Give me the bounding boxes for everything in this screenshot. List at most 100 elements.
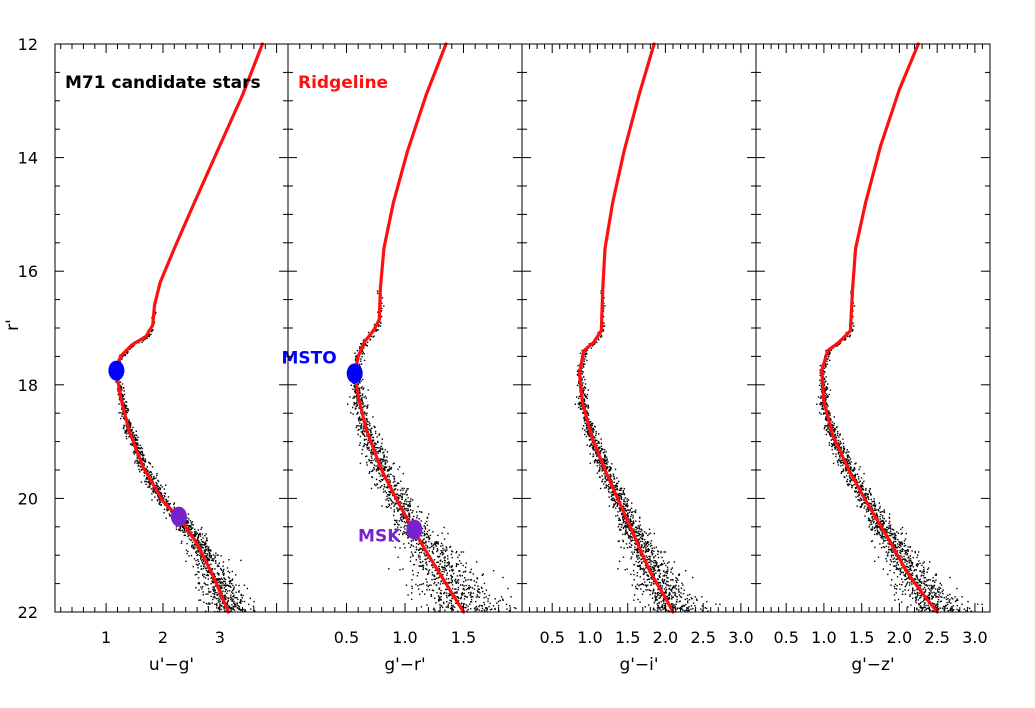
star-point bbox=[680, 592, 682, 594]
star-point bbox=[411, 585, 413, 588]
star-point bbox=[909, 558, 912, 560]
star-point bbox=[592, 446, 595, 449]
star-point bbox=[400, 526, 402, 529]
star-point bbox=[607, 488, 610, 490]
star-point bbox=[677, 579, 679, 581]
star-point bbox=[443, 602, 445, 605]
star-point bbox=[688, 609, 690, 612]
star-point bbox=[620, 493, 623, 495]
star-point bbox=[599, 468, 601, 470]
star-point bbox=[593, 449, 595, 451]
star-point bbox=[423, 525, 425, 527]
star-point bbox=[443, 566, 445, 569]
star-point bbox=[134, 462, 136, 464]
star-point bbox=[398, 498, 400, 500]
star-point bbox=[636, 556, 638, 558]
star-point bbox=[451, 579, 453, 582]
star-point bbox=[463, 589, 465, 591]
star-point bbox=[515, 607, 517, 610]
star-point bbox=[634, 542, 636, 545]
star-point bbox=[461, 584, 464, 586]
star-point bbox=[668, 596, 670, 599]
star-point bbox=[197, 540, 200, 543]
star-point bbox=[671, 567, 674, 569]
star-point bbox=[663, 562, 666, 565]
star-point bbox=[355, 357, 357, 360]
star-point bbox=[641, 562, 643, 564]
star-point bbox=[361, 396, 363, 399]
star-point bbox=[156, 472, 158, 475]
star-point bbox=[199, 599, 202, 601]
star-point bbox=[587, 414, 590, 416]
star-point bbox=[637, 532, 639, 534]
star-point bbox=[635, 543, 637, 546]
star-point bbox=[389, 491, 391, 493]
star-point bbox=[654, 564, 657, 567]
star-point bbox=[599, 462, 601, 464]
star-point bbox=[445, 546, 447, 548]
star-point bbox=[145, 480, 148, 483]
star-point bbox=[357, 417, 360, 419]
star-point bbox=[384, 449, 387, 451]
star-point bbox=[153, 491, 155, 494]
star-point bbox=[622, 505, 625, 507]
star-point bbox=[359, 462, 362, 465]
star-point bbox=[398, 497, 400, 499]
star-point bbox=[589, 462, 591, 465]
star-point bbox=[190, 525, 192, 527]
star-point bbox=[121, 393, 124, 396]
star-point bbox=[224, 590, 226, 593]
star-point bbox=[431, 545, 433, 547]
star-point bbox=[428, 569, 431, 571]
star-point bbox=[581, 384, 584, 387]
star-point bbox=[401, 497, 403, 499]
star-point bbox=[654, 592, 657, 594]
star-point bbox=[474, 584, 476, 587]
star-point bbox=[384, 466, 387, 468]
star-point bbox=[585, 350, 587, 353]
star-point bbox=[600, 336, 602, 338]
star-point bbox=[648, 558, 650, 560]
star-point bbox=[381, 485, 383, 487]
star-point bbox=[657, 592, 659, 595]
star-point bbox=[667, 584, 669, 586]
star-point bbox=[619, 529, 621, 531]
star-point bbox=[366, 419, 368, 421]
star-point bbox=[617, 568, 619, 570]
star-point bbox=[362, 347, 365, 349]
star-point bbox=[388, 490, 390, 493]
star-point bbox=[446, 562, 449, 564]
star-point bbox=[641, 532, 644, 534]
star-point bbox=[230, 580, 232, 582]
star-point bbox=[606, 479, 608, 482]
star-point bbox=[378, 450, 380, 453]
star-point bbox=[477, 591, 479, 593]
star-point bbox=[919, 584, 921, 586]
star-point bbox=[407, 497, 409, 499]
star-point bbox=[632, 521, 634, 523]
star-point bbox=[442, 553, 445, 555]
star-point bbox=[624, 526, 627, 528]
star-point bbox=[627, 509, 629, 511]
star-point bbox=[645, 546, 647, 549]
star-point bbox=[646, 550, 648, 553]
star-point bbox=[448, 582, 450, 584]
star-point bbox=[620, 526, 623, 528]
star-point bbox=[623, 526, 625, 529]
star-point bbox=[363, 412, 366, 414]
star-point bbox=[363, 405, 365, 408]
star-point bbox=[470, 598, 473, 601]
star-point bbox=[608, 505, 611, 507]
star-point bbox=[426, 557, 429, 560]
star-point bbox=[129, 348, 131, 351]
star-point bbox=[494, 607, 496, 610]
star-point bbox=[232, 584, 234, 587]
star-point bbox=[381, 438, 383, 440]
star-point bbox=[655, 564, 658, 566]
star-point bbox=[638, 554, 640, 557]
star-point bbox=[218, 574, 220, 576]
star-point bbox=[599, 466, 601, 469]
star-point bbox=[207, 550, 209, 552]
star-point bbox=[586, 413, 589, 415]
star-point bbox=[160, 484, 162, 486]
